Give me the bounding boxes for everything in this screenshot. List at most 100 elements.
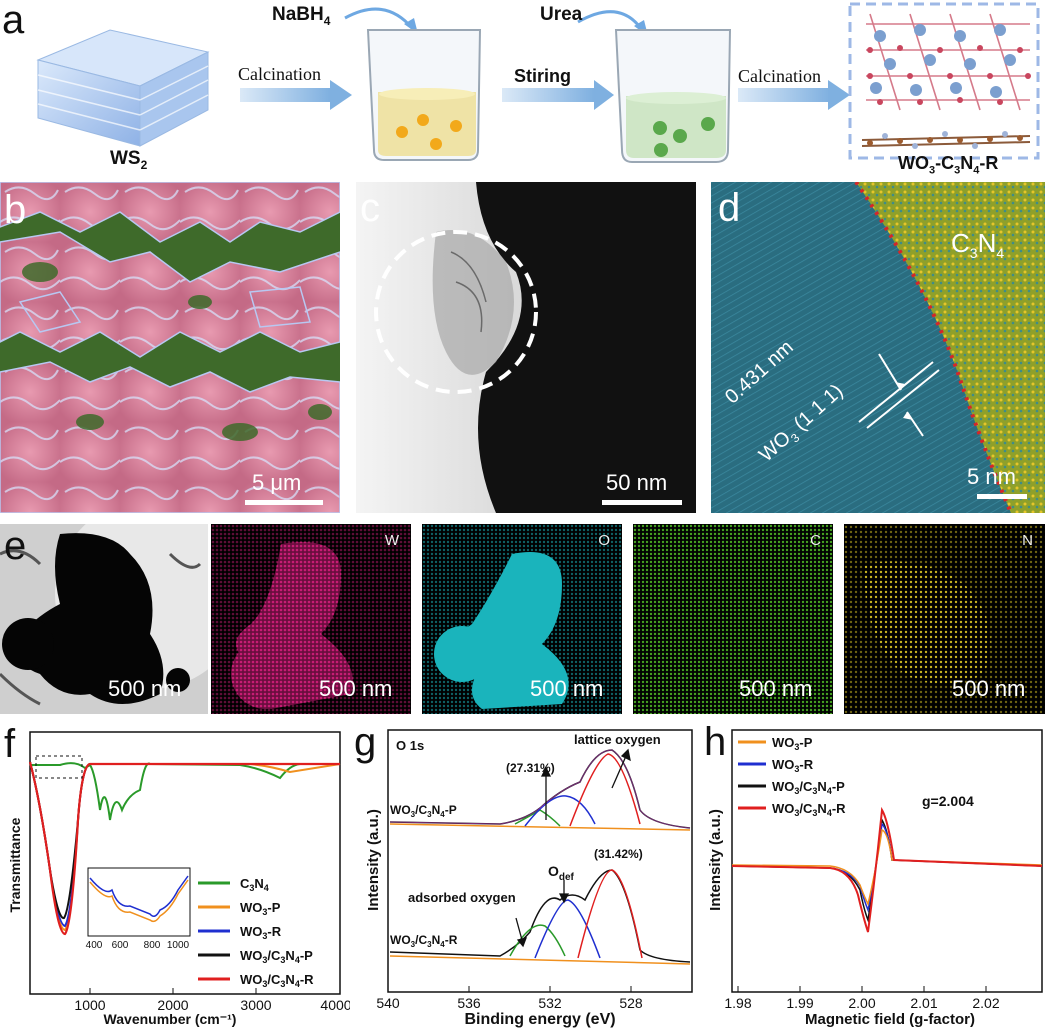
product-label: WO3-C3N4-R xyxy=(898,153,999,177)
xps-series-lower: WO3/C3N4-R xyxy=(390,933,458,949)
xps-xtick: 532 xyxy=(538,995,562,1011)
eds-map-c: C 500 nm xyxy=(633,524,833,714)
sem-image: 5 μm xyxy=(0,182,340,513)
ftir-axes xyxy=(29,731,341,995)
eds-map-o: O 500 nm xyxy=(422,524,622,714)
scale-bar-c xyxy=(602,500,682,505)
tem-image: 50 nm xyxy=(356,182,696,513)
epr-ylabel: Intensity (a.u.) xyxy=(707,809,724,911)
ftir-ylabel: Transmittance xyxy=(7,817,23,912)
inset-xtick: 800 xyxy=(144,940,161,951)
ftir-xtick: 3000 xyxy=(240,997,271,1013)
curved-arrow-2 xyxy=(577,10,644,31)
scale-label-c-map: 500 nm xyxy=(739,676,813,701)
legend-wo3-r: WO3-R xyxy=(240,924,282,941)
scale-label-c: 50 nm xyxy=(606,470,668,495)
arrow-2 xyxy=(502,80,614,110)
epr-legend-wo3c3n4-r: WO3/C3N4-R xyxy=(772,801,846,818)
xps-xtick: 536 xyxy=(457,995,481,1011)
element-o: O xyxy=(598,532,610,549)
ftir-inset-marker xyxy=(35,755,83,779)
xps-axes xyxy=(387,729,693,993)
panel-g-label: g xyxy=(354,720,377,764)
panel-d-label: d xyxy=(718,186,741,230)
xps-xtick: 540 xyxy=(376,995,400,1011)
scale-label-o: 500 nm xyxy=(530,676,604,701)
arrow-1 xyxy=(240,80,352,110)
ftir-series-wo3c3n4-r xyxy=(28,761,340,936)
scale-label-w: 500 nm xyxy=(319,676,393,701)
epr-series-wo3-r xyxy=(731,822,1043,913)
eds-map-w: W 500 nm xyxy=(211,524,411,714)
epr-xtick: 2.00 xyxy=(848,995,875,1011)
epr-series-wo3c3n4-r xyxy=(731,806,1043,933)
xps-annot-31: (31.42%) xyxy=(594,847,643,861)
epr-legend-wo3-p: WO3-P xyxy=(772,735,813,752)
xps-annot-adsorbed: adsorbed oxygen xyxy=(408,890,516,905)
scale-bar-b xyxy=(245,500,323,505)
xps-title: O 1s xyxy=(396,738,424,753)
ftir-xtick: 1000 xyxy=(74,997,105,1013)
legend-c3n4: C3N4 xyxy=(240,876,269,893)
epr-g-annot: g=2.004 xyxy=(922,793,974,809)
arrow-3 xyxy=(738,80,850,110)
legend-wo3-p: WO3-P xyxy=(240,900,281,917)
ftir-ticks xyxy=(89,988,341,994)
panel-c-label: c xyxy=(360,186,380,230)
ws2-block xyxy=(36,29,210,147)
xps-xlabel: Binding energy (eV) xyxy=(464,1011,615,1028)
product-structure xyxy=(848,2,1040,160)
xps-annot-odef: Odef xyxy=(548,863,575,883)
scale-label-d: 5 nm xyxy=(967,464,1016,489)
xps-lower-data xyxy=(389,869,691,963)
epr-xtick: 1.99 xyxy=(786,995,813,1011)
xps-annot-27: (27.31%) xyxy=(506,761,555,775)
panel-e-label: e xyxy=(4,524,27,568)
epr-legend: WO3-P WO3-R WO3/C3N4-P WO3/C3N4-R xyxy=(738,735,846,818)
synthesis-scheme xyxy=(36,2,1040,163)
ftir-xlabel: Wavenumber (cm⁻¹) xyxy=(104,1011,237,1027)
step-calcination-1: Calcination xyxy=(238,64,321,84)
epr-legend-wo3c3n4-p: WO3/C3N4-P xyxy=(772,779,845,796)
scale-label-e: 500 nm xyxy=(108,676,182,701)
xps-annot-lattice: lattice oxygen xyxy=(574,732,661,747)
epr-axes xyxy=(731,729,1043,993)
panel-b-label: b xyxy=(4,188,27,232)
c3n4-phase-label: C3N4 xyxy=(951,228,1005,262)
ftir-legend: C3N4 WO3-P WO3-R WO3/C3N4-P WO3/C3N4-R xyxy=(198,876,314,989)
curved-arrow-1 xyxy=(344,7,414,29)
reagent-nabh4: NaBH4 xyxy=(272,4,331,28)
panel-a-label: a xyxy=(2,0,25,42)
epr-legend-wo3-r: WO3-R xyxy=(772,757,814,774)
epr-xtick: 1.98 xyxy=(724,995,751,1011)
xps-chart: 540 536 532 528 Binding energy (eV) Inte… xyxy=(365,729,693,1028)
beaker-1 xyxy=(366,29,482,161)
scale-label-b: 5 μm xyxy=(252,470,302,495)
element-w: W xyxy=(384,532,399,549)
ftir-inset xyxy=(87,867,191,937)
xps-xtick: 528 xyxy=(619,995,643,1011)
element-n: N xyxy=(1022,532,1033,549)
step-calcination-2: Calcination xyxy=(738,66,821,86)
hrtem-image: C3N4 0.431 nm WO3 (1 1 1) 5 nm xyxy=(711,182,1045,513)
xps-ylabel: Intensity (a.u.) xyxy=(365,809,382,911)
ftir-xtick: 2000 xyxy=(157,997,188,1013)
epr-xtick: 2.01 xyxy=(910,995,937,1011)
inset-xtick: 400 xyxy=(86,940,103,951)
step-stirring: Stiring xyxy=(514,66,571,86)
legend-wo3c3n4-r: WO3/C3N4-R xyxy=(240,972,314,989)
beaker-2 xyxy=(614,29,732,163)
scale-label-n: 500 nm xyxy=(952,676,1026,701)
reagent-urea: Urea xyxy=(540,4,583,25)
ws2-label: WS2 xyxy=(110,148,148,172)
epr-chart: 1.98 1.99 2.00 2.01 2.02 Magnetic field … xyxy=(707,729,1043,1028)
xps-series-upper: WO3/C3N4-P xyxy=(390,803,457,819)
epr-xlabel: Magnetic field (g-factor) xyxy=(805,1011,975,1028)
legend-wo3c3n4-p: WO3/C3N4-P xyxy=(240,948,313,965)
element-c: C xyxy=(810,532,821,549)
panel-f-label: f xyxy=(4,722,16,766)
ftir-chart: 1000 2000 3000 4000 Wavenumber (cm⁻¹) Tr… xyxy=(7,731,350,1027)
epr-xtick: 2.02 xyxy=(972,995,999,1011)
inset-xtick: 1000 xyxy=(167,940,190,951)
scale-bar-d xyxy=(977,494,1027,499)
